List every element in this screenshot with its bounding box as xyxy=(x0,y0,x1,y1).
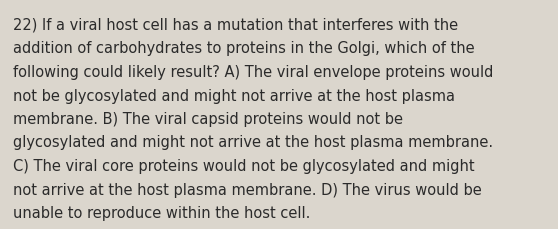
Text: not be glycosylated and might not arrive at the host plasma: not be glycosylated and might not arrive… xyxy=(13,88,455,103)
Text: glycosylated and might not arrive at the host plasma membrane.: glycosylated and might not arrive at the… xyxy=(13,135,493,150)
Text: not arrive at the host plasma membrane. D) The virus would be: not arrive at the host plasma membrane. … xyxy=(13,182,482,197)
Text: 22) If a viral host cell has a mutation that interferes with the: 22) If a viral host cell has a mutation … xyxy=(13,18,458,33)
Text: unable to reproduce within the host cell.: unable to reproduce within the host cell… xyxy=(13,205,310,220)
Text: C) The viral core proteins would not be glycosylated and might: C) The viral core proteins would not be … xyxy=(13,158,475,173)
Text: following could likely result? A) The viral envelope proteins would: following could likely result? A) The vi… xyxy=(13,65,493,80)
Text: addition of carbohydrates to proteins in the Golgi, which of the: addition of carbohydrates to proteins in… xyxy=(13,41,475,56)
Text: membrane. B) The viral capsid proteins would not be: membrane. B) The viral capsid proteins w… xyxy=(13,112,403,126)
